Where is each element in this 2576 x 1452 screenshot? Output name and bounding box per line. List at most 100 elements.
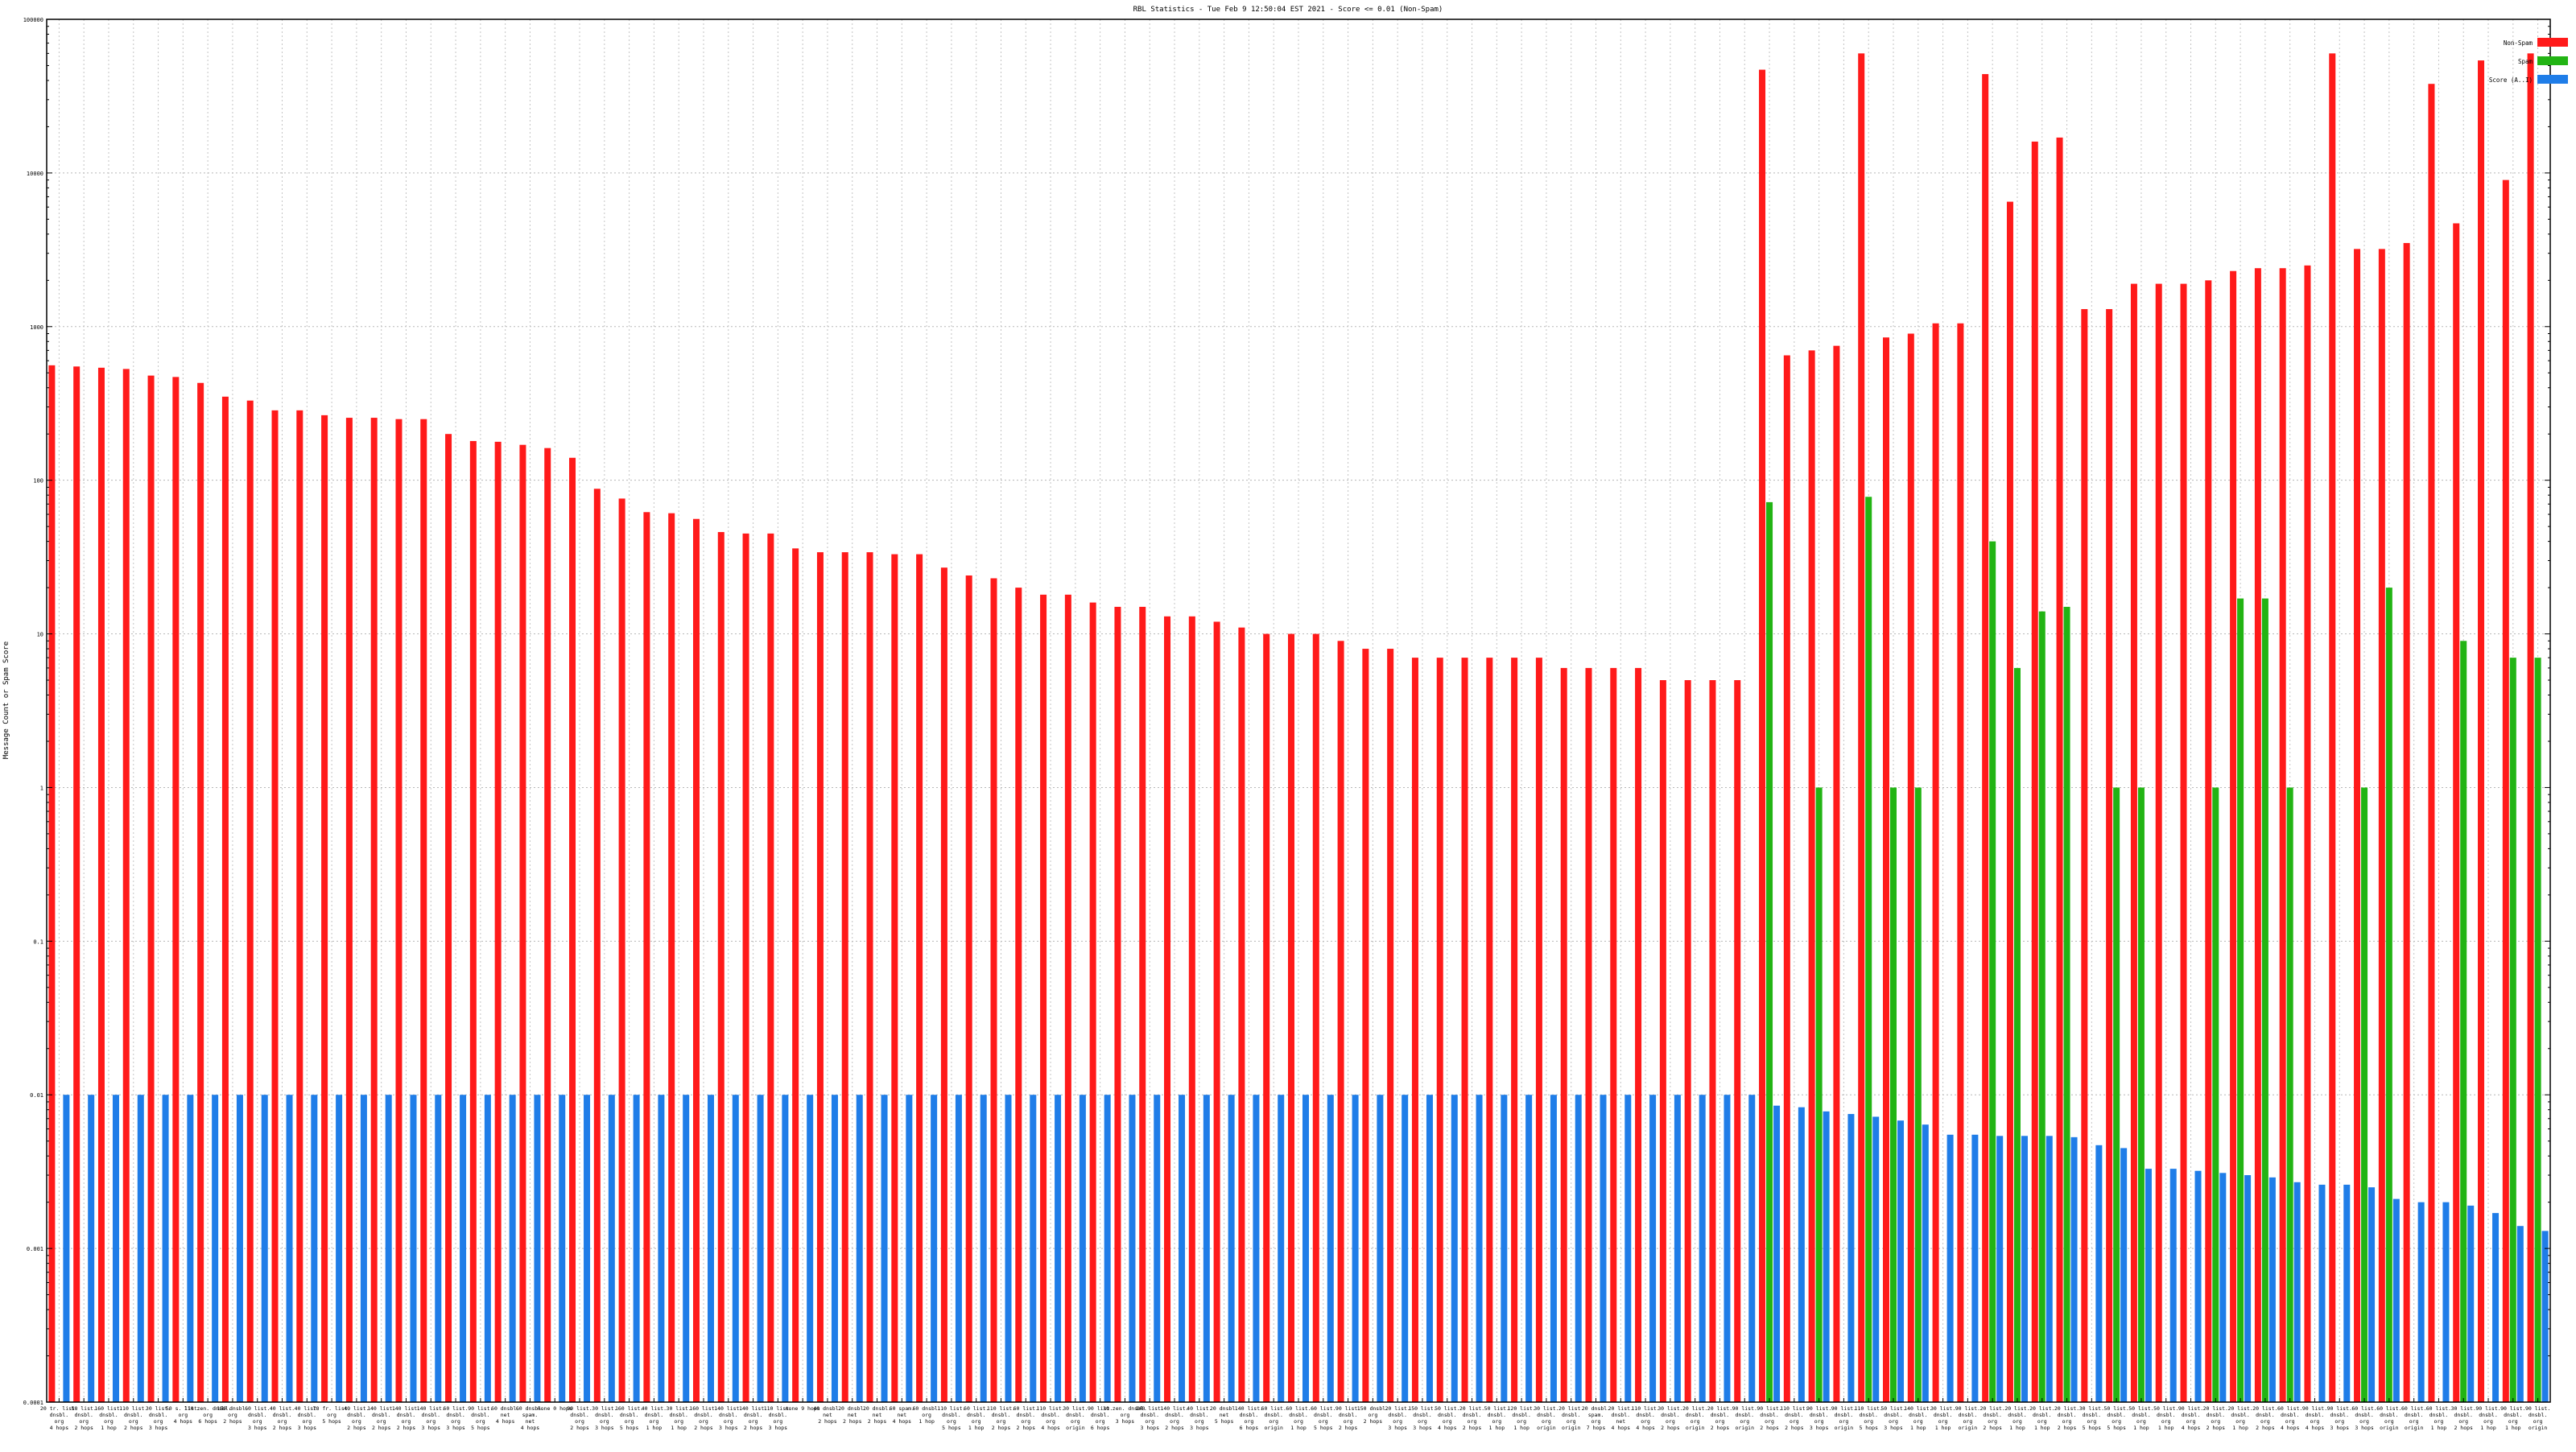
x-tick-label: 90 list. dnsbl. org 2 hops bbox=[1335, 1405, 1360, 1431]
x-tick-label: 20 dnsbl. net 2 hops bbox=[863, 1405, 891, 1425]
bar-non-spam bbox=[1535, 658, 1542, 1402]
x-tick-label: 30 list. dnsbl. org 1 hop bbox=[667, 1405, 691, 1431]
bar-spam bbox=[2137, 787, 2145, 1402]
x-tick-label: 90 list. dnsbl. org 2 hops bbox=[1757, 1405, 1781, 1431]
bar-spam bbox=[2261, 598, 2268, 1402]
x-tick-label: 20 dnsbl. net 5 hops bbox=[1210, 1405, 1238, 1425]
bar-non-spam bbox=[271, 410, 279, 1403]
bar-non-spam bbox=[1932, 323, 1939, 1403]
x-tick-label: 90 list. dnsbl. org origin bbox=[1732, 1405, 1757, 1431]
bar-score bbox=[2417, 1202, 2425, 1402]
bar-score bbox=[1996, 1136, 2004, 1402]
x-tick-label: 50 list. dnsbl. org 1 hop bbox=[2153, 1405, 2178, 1431]
bar-score bbox=[2194, 1170, 2202, 1402]
bar-spam bbox=[1815, 787, 1823, 1402]
bar-score bbox=[410, 1095, 417, 1402]
bar-score bbox=[1278, 1095, 1285, 1402]
bar-non-spam bbox=[1461, 658, 1468, 1402]
bar-score bbox=[360, 1095, 367, 1402]
x-tick-label: 60 list. dnsbl. org 1 hop bbox=[2426, 1405, 2451, 1431]
bar-spam bbox=[1989, 541, 1996, 1403]
bar-score bbox=[509, 1095, 516, 1402]
bar-score bbox=[1946, 1134, 1954, 1402]
bar-non-spam bbox=[1337, 641, 1344, 1402]
bar-non-spam bbox=[1486, 658, 1493, 1402]
bar-non-spam bbox=[172, 377, 180, 1403]
bar-score bbox=[807, 1095, 814, 1402]
x-tick-label: 90 list. dnsbl. org 1 hop bbox=[2475, 1405, 2500, 1431]
x-tick-label: 40 list. dnsbl. org 2 hops bbox=[344, 1405, 369, 1431]
x-tick-label: 160 list. dnsbl. org 2 hops bbox=[689, 1405, 717, 1431]
bar-non-spam bbox=[1907, 333, 1914, 1403]
x-tick-label: 20 list. dnsbl. org 3 hops bbox=[1385, 1405, 1410, 1431]
x-tick-label: 40 dnsbl. net 2 hops bbox=[813, 1405, 841, 1425]
bar-score bbox=[1550, 1095, 1557, 1402]
x-tick-label: 90 list. dnsbl. org 3 hops bbox=[1806, 1405, 1831, 1431]
bar-non-spam bbox=[816, 552, 824, 1403]
bar-non-spam bbox=[1188, 616, 1195, 1402]
bar-score bbox=[1724, 1095, 1731, 1402]
bar-non-spam bbox=[1610, 667, 1617, 1402]
bar-spam bbox=[2237, 598, 2244, 1402]
x-tick-label: 20 list. dnsbl. net 4 hops bbox=[1608, 1405, 1633, 1431]
bar-non-spam bbox=[2403, 242, 2410, 1402]
bar-non-spam bbox=[1684, 680, 1691, 1402]
plot-frame bbox=[46, 19, 2551, 1403]
bar-score bbox=[559, 1095, 566, 1402]
bar-score bbox=[1872, 1116, 1880, 1402]
bar-score bbox=[1649, 1095, 1657, 1402]
x-tick-label: 20 list. dnsbl. org 2 hops bbox=[1980, 1405, 2005, 1431]
bar-score bbox=[2368, 1187, 2376, 1402]
bar-score bbox=[1922, 1124, 1929, 1402]
x-tick-label: 90 list. dnsbl. org 3 hops bbox=[2327, 1405, 2352, 1431]
bar-non-spam bbox=[1560, 667, 1567, 1402]
bar-score bbox=[782, 1095, 789, 1402]
bar-non-spam bbox=[1833, 345, 1840, 1402]
bar-non-spam bbox=[469, 440, 477, 1402]
bar-score bbox=[2343, 1184, 2351, 1402]
bar-non-spam bbox=[1287, 633, 1294, 1402]
bar-non-spam bbox=[122, 369, 130, 1403]
x-tick-label: 140 list. dnsbl. org 6 hops bbox=[1235, 1405, 1263, 1431]
x-tick-label: 110 list. dnsbl. org 4 hops bbox=[1631, 1405, 1659, 1431]
x-tick-label: 50 s. list. org 4 hops bbox=[166, 1405, 200, 1425]
bar-non-spam bbox=[2354, 249, 2361, 1403]
bar-non-spam bbox=[1387, 649, 1394, 1402]
x-tick-label: 20 list. dnsbl. org 2 hops bbox=[1707, 1405, 1732, 1431]
bar-score bbox=[1748, 1095, 1756, 1402]
bar-score bbox=[112, 1095, 119, 1402]
bar-score bbox=[1377, 1095, 1384, 1402]
bar-non-spam bbox=[990, 578, 997, 1402]
bar-score bbox=[931, 1095, 938, 1402]
bar-score bbox=[2442, 1202, 2450, 1402]
bar-non-spam bbox=[1858, 53, 1865, 1402]
x-tick-label: 160 list. dnsbl. org 5 hops bbox=[615, 1405, 643, 1431]
bar-score bbox=[980, 1095, 987, 1402]
bar-score bbox=[1154, 1095, 1161, 1402]
bar-non-spam bbox=[2378, 249, 2385, 1403]
bar-score bbox=[311, 1095, 318, 1402]
bar-non-spam bbox=[1064, 594, 1071, 1402]
x-tick-label: 50 list. dnsbl. org 1 hop bbox=[2128, 1405, 2153, 1431]
x-tick-label: 20 list. dnsbl. org 1 hop bbox=[2227, 1405, 2252, 1431]
x-tick-label: 20 list. dnsbl. org 1 hop bbox=[2004, 1405, 2029, 1431]
bar-non-spam bbox=[668, 513, 675, 1403]
x-tick-label: none 0 hops bbox=[538, 1405, 572, 1412]
bar-non-spam bbox=[345, 418, 353, 1402]
bar-non-spam bbox=[48, 365, 56, 1402]
x-tick-label: 140 list. dnsbl. org 2 hops bbox=[367, 1405, 395, 1431]
bar-score bbox=[1971, 1134, 1979, 1402]
x-tick-label: 50 list. dnsbl. org 5 hops bbox=[2103, 1405, 2128, 1431]
bar-score bbox=[212, 1095, 219, 1402]
bar-spam bbox=[1890, 787, 1897, 1402]
bar-non-spam bbox=[2304, 265, 2311, 1403]
bar-spam bbox=[2038, 611, 2046, 1402]
x-tick-label: 60 list. dnsbl. org 1 hop bbox=[964, 1405, 989, 1431]
bar-score bbox=[187, 1095, 194, 1402]
x-tick-label: 20 dnsbl. spam. org 7 hops bbox=[1582, 1405, 1610, 1431]
bar-non-spam bbox=[1759, 69, 1766, 1402]
x-tick-label: 60 list. dnsbl. org 4 hops bbox=[2277, 1405, 2302, 1431]
bar-spam bbox=[2361, 787, 2368, 1402]
